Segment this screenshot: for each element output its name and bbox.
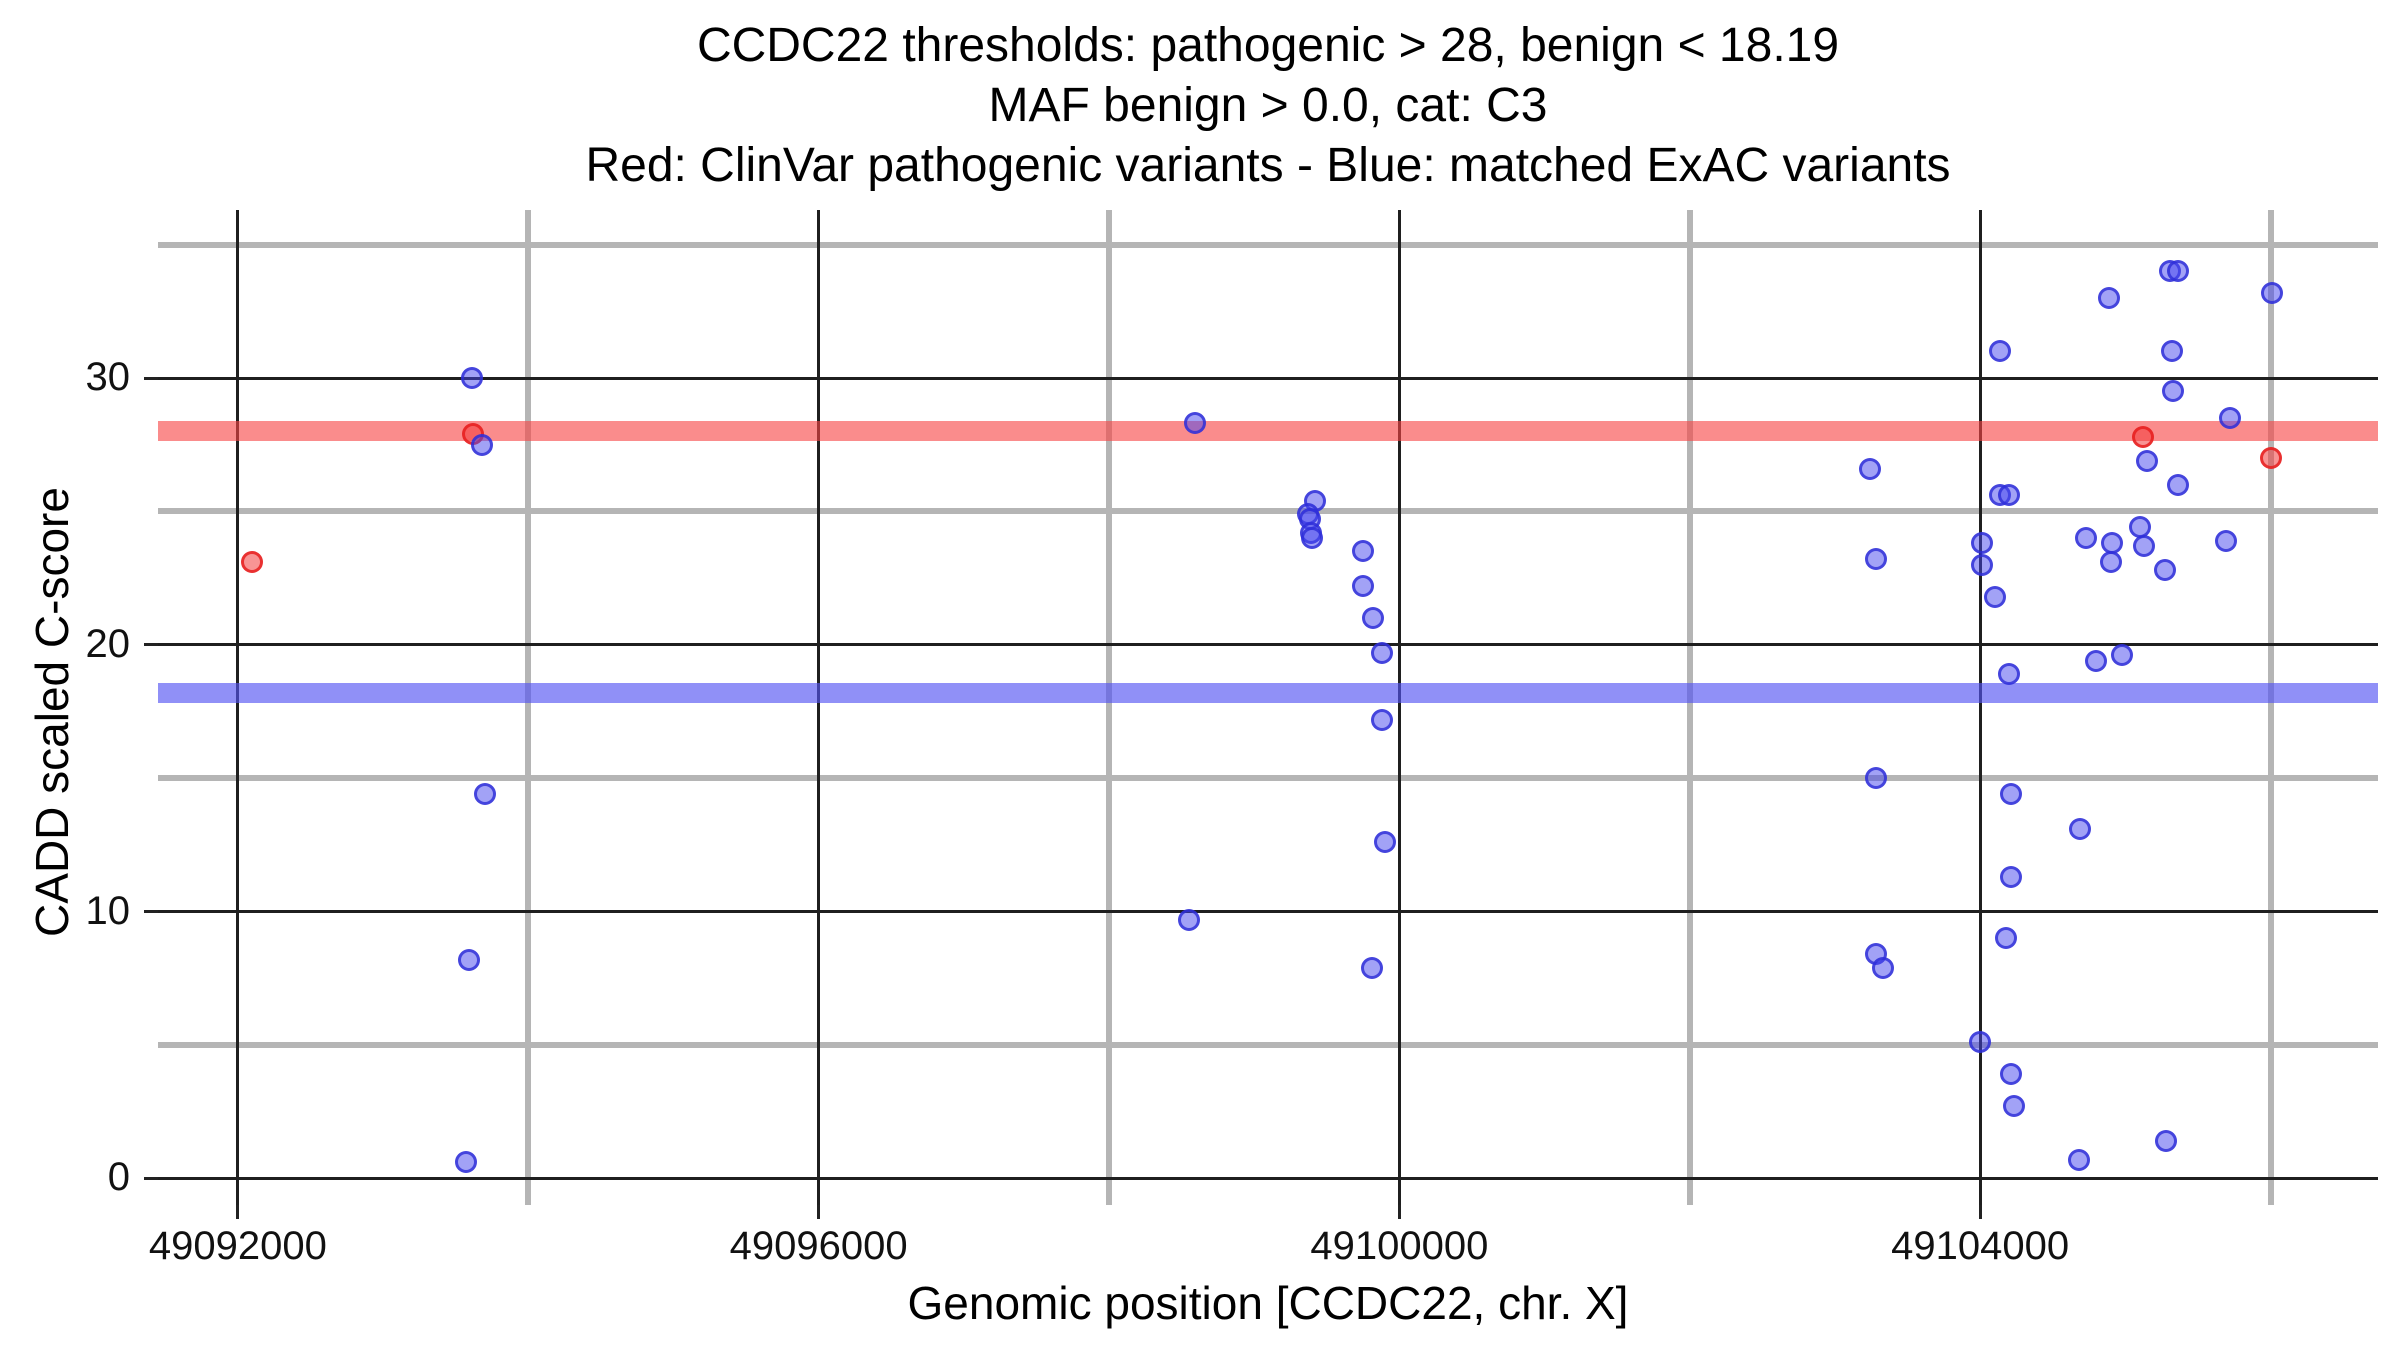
blue-data-point	[457, 948, 480, 971]
blue-data-point	[1970, 553, 1993, 576]
x-minor-gridline	[1106, 210, 1112, 1205]
x-tick-label: 49096000	[729, 1224, 908, 1268]
x-minor-gridline	[1686, 210, 1693, 1205]
blue-data-point	[2166, 260, 2189, 283]
blue-data-point	[2153, 559, 2176, 582]
blue-data-point	[2002, 1095, 2025, 1118]
blue-data-point	[1864, 548, 1887, 571]
x-tick-mark	[817, 1205, 821, 1219]
chart-title: CCDC22 thresholds: pathogenic > 28, beni…	[158, 16, 2378, 196]
blue-data-point	[2162, 380, 2185, 403]
x-tick-mark	[236, 1205, 240, 1219]
blue-data-point	[1998, 484, 2021, 507]
title-line-2: MAF benign > 0.0, cat: C3	[988, 79, 1548, 132]
red-data-point	[241, 551, 264, 574]
blue-data-point	[1864, 767, 1887, 790]
title-line-1: CCDC22 thresholds: pathogenic > 28, beni…	[696, 19, 1840, 72]
y-major-gridline	[158, 376, 2378, 380]
blue-data-point	[2085, 649, 2108, 672]
blue-data-point	[1999, 783, 2022, 806]
blue-data-point	[2160, 340, 2183, 363]
blue-data-point	[1995, 927, 2018, 950]
blue-data-point	[1970, 532, 1993, 555]
blue-data-point	[1360, 956, 1383, 979]
y-axis-title: CADD scaled C-score	[26, 487, 78, 937]
blue-data-point	[1989, 340, 2012, 363]
y-major-gridline	[158, 910, 2378, 914]
blue-data-point	[1370, 641, 1393, 664]
y-tick-label: 20	[85, 621, 131, 666]
blue-data-point	[1177, 908, 1200, 931]
y-major-gridline	[158, 643, 2378, 647]
title-line-3: Red: ClinVar pathogenic variants - Blue:…	[585, 139, 1951, 192]
blue-data-point	[1362, 607, 1385, 630]
y-tick-mark	[144, 910, 158, 914]
benign-threshold-band	[158, 683, 2378, 704]
blue-data-point	[1871, 956, 1894, 979]
y-tick-mark	[144, 643, 158, 647]
y-minor-gridline	[158, 775, 2378, 782]
x-minor-gridline	[525, 210, 532, 1205]
blue-data-point	[1858, 457, 1881, 480]
y-tick-mark	[144, 376, 158, 380]
blue-data-point	[1999, 1063, 2022, 1086]
blue-data-point	[2111, 644, 2134, 667]
blue-data-point	[2136, 449, 2159, 472]
y-minor-gridline	[158, 508, 2378, 515]
blue-data-point	[2067, 1148, 2090, 1171]
blue-data-point	[2098, 287, 2121, 310]
x-tick-mark	[1397, 1205, 1401, 1219]
blue-data-point	[1183, 412, 1206, 435]
blue-data-point	[2166, 473, 2189, 496]
y-tick-label: 0	[107, 1155, 130, 1200]
y-minor-gridline	[158, 1041, 2378, 1048]
blue-data-point	[1998, 663, 2021, 686]
red-data-point	[2259, 447, 2282, 470]
blue-data-point	[1969, 1031, 1992, 1054]
blue-data-point	[1370, 708, 1393, 731]
blue-data-point	[2218, 407, 2241, 430]
x-minor-gridline	[2267, 210, 2274, 1205]
x-major-gridline	[817, 210, 821, 1205]
blue-data-point	[1352, 575, 1375, 598]
blue-data-point	[460, 367, 483, 390]
y-tick-mark	[144, 1176, 158, 1180]
blue-data-point	[473, 783, 496, 806]
y-tick-label: 30	[85, 355, 131, 400]
x-major-gridline	[236, 210, 240, 1205]
x-tick-label: 49092000	[148, 1224, 327, 1268]
plot-panel	[158, 210, 2378, 1205]
blue-data-point	[470, 433, 493, 456]
y-major-gridline	[158, 1176, 2378, 1180]
x-major-gridline	[1397, 210, 1401, 1205]
red-data-point	[2131, 425, 2154, 448]
x-tick-label: 49100000	[1310, 1224, 1489, 1268]
y-minor-gridline	[158, 241, 2378, 248]
blue-data-point	[2261, 281, 2283, 304]
blue-data-point	[2214, 529, 2237, 552]
blue-data-point	[454, 1151, 477, 1174]
x-tick-label: 49104000	[1891, 1224, 2070, 1268]
blue-data-point	[1983, 585, 2006, 608]
blue-data-point	[1999, 865, 2022, 888]
y-tick-label: 10	[85, 888, 131, 933]
x-tick-mark	[1978, 1205, 1982, 1219]
blue-data-point	[2069, 817, 2092, 840]
blue-data-point	[2155, 1129, 2178, 1152]
x-major-gridline	[1978, 210, 1982, 1205]
blue-data-point	[2133, 535, 2156, 558]
x-axis-title: Genomic position [CCDC22, chr. X]	[907, 1277, 1629, 1329]
blue-data-point	[1301, 527, 1324, 550]
blue-data-point	[1352, 540, 1375, 563]
blue-data-point	[2099, 551, 2122, 574]
pathogenic-threshold-band	[158, 421, 2378, 442]
blue-data-point	[2075, 527, 2098, 550]
blue-data-point	[1373, 831, 1396, 854]
